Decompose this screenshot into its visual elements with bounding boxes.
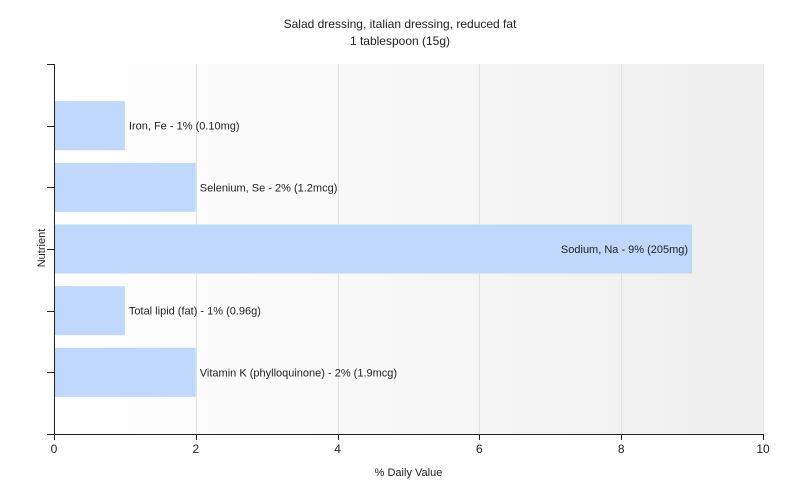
x-tick-label: 6 — [476, 442, 483, 456]
bar — [55, 162, 196, 212]
x-tick-label: 0 — [51, 442, 58, 456]
bar — [55, 286, 125, 336]
chart-title-block: Salad dressing, italian dressing, reduce… — [0, 16, 800, 50]
bar — [55, 224, 693, 274]
bar-data-label: Iron, Fe - 1% (0.10mg) — [129, 121, 240, 133]
chart-title: Salad dressing, italian dressing, reduce… — [283, 17, 517, 31]
x-tick-label: 10 — [756, 442, 770, 456]
x-tick-label: 8 — [618, 442, 625, 456]
bar-data-label: Total lipid (fat) - 1% (0.96g) — [129, 306, 261, 318]
bar — [55, 101, 125, 151]
x-axis-title: % Daily Value — [375, 467, 443, 479]
bar — [55, 347, 196, 397]
bar-data-label: Vitamin K (phylloquinone) - 2% (1.9mcg) — [200, 367, 397, 379]
y-axis-title: Nutrient — [36, 229, 48, 268]
bar-data-label: Sodium, Na - 9% (205mg) — [561, 244, 688, 256]
x-tick-label: 4 — [334, 442, 341, 456]
chart-subtitle: 1 tablespoon (15g) — [349, 34, 451, 48]
bar-data-label: Selenium, Se - 2% (1.2mcg) — [200, 182, 338, 194]
x-tick-label: 2 — [192, 442, 199, 456]
